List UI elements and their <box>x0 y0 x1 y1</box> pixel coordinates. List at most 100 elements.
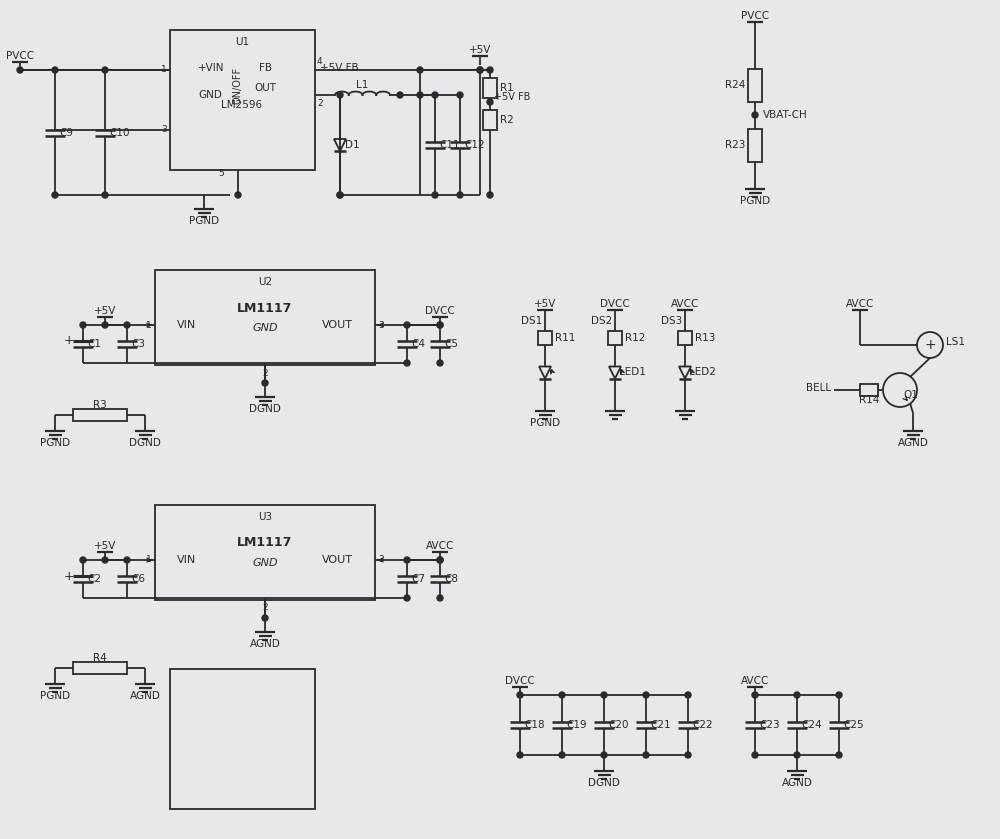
Text: C7: C7 <box>411 574 425 584</box>
Circle shape <box>643 752 649 758</box>
Circle shape <box>102 67 108 73</box>
Circle shape <box>404 595 410 601</box>
Text: C11: C11 <box>439 140 460 150</box>
Text: U1: U1 <box>235 37 250 47</box>
Circle shape <box>917 332 943 358</box>
Text: C9: C9 <box>59 128 73 138</box>
Circle shape <box>437 322 443 328</box>
Text: C24: C24 <box>801 720 822 730</box>
Text: VIN: VIN <box>177 320 197 330</box>
Text: U3: U3 <box>258 512 272 522</box>
Text: ON/OFF: ON/OFF <box>233 66 243 103</box>
Text: DS2: DS2 <box>591 316 612 326</box>
Circle shape <box>517 692 523 698</box>
Text: +5V FB: +5V FB <box>494 92 530 102</box>
Text: PVCC: PVCC <box>6 51 34 61</box>
Circle shape <box>52 192 58 198</box>
Text: C20: C20 <box>608 720 629 730</box>
Circle shape <box>432 92 438 98</box>
Circle shape <box>80 557 86 563</box>
Circle shape <box>836 752 842 758</box>
Text: AGND: AGND <box>250 639 280 649</box>
Circle shape <box>685 692 691 698</box>
Text: LED1: LED1 <box>619 367 646 377</box>
Text: 1: 1 <box>146 555 152 565</box>
Circle shape <box>404 557 410 563</box>
Text: DGND: DGND <box>129 438 161 448</box>
Bar <box>748 69 762 102</box>
Text: DVCC: DVCC <box>425 306 455 316</box>
Circle shape <box>262 380 268 386</box>
Text: C4: C4 <box>411 339 425 349</box>
Text: VOUT: VOUT <box>322 555 352 565</box>
Text: 1: 1 <box>161 65 167 75</box>
Circle shape <box>883 373 917 407</box>
Text: LM1117: LM1117 <box>237 301 293 315</box>
Circle shape <box>457 92 463 98</box>
Polygon shape <box>679 367 691 378</box>
Circle shape <box>437 557 443 563</box>
Text: DGND: DGND <box>588 778 620 788</box>
Bar <box>608 331 622 345</box>
Circle shape <box>17 67 23 73</box>
Text: AGND: AGND <box>898 438 928 448</box>
Text: GND: GND <box>252 323 278 333</box>
Text: C12: C12 <box>464 140 485 150</box>
Circle shape <box>102 192 108 198</box>
Circle shape <box>437 595 443 601</box>
Text: +5V FB: +5V FB <box>320 63 359 73</box>
Circle shape <box>836 692 842 698</box>
Circle shape <box>262 615 268 621</box>
Text: R2: R2 <box>500 115 514 125</box>
Circle shape <box>457 192 463 198</box>
Text: C22: C22 <box>692 720 713 730</box>
Circle shape <box>752 692 758 698</box>
Text: VOUT: VOUT <box>322 320 352 330</box>
Text: C1: C1 <box>87 339 101 349</box>
Text: DVCC: DVCC <box>600 299 630 309</box>
Circle shape <box>477 67 483 73</box>
Text: BELL: BELL <box>806 383 831 393</box>
Circle shape <box>685 752 691 758</box>
Text: AGND: AGND <box>130 691 160 701</box>
Bar <box>155 505 375 600</box>
Text: DS1: DS1 <box>521 316 542 326</box>
Text: PGND: PGND <box>740 196 770 206</box>
Text: AVCC: AVCC <box>741 676 769 686</box>
Text: 3: 3 <box>378 555 384 565</box>
Text: 3: 3 <box>161 126 167 134</box>
Circle shape <box>752 752 758 758</box>
Text: C18: C18 <box>524 720 545 730</box>
Text: L1: L1 <box>356 80 369 90</box>
Text: PGND: PGND <box>530 418 560 428</box>
Text: U2: U2 <box>258 277 272 287</box>
Text: R1: R1 <box>500 83 514 93</box>
Circle shape <box>337 192 343 198</box>
Text: DGND: DGND <box>249 404 281 414</box>
Circle shape <box>559 752 565 758</box>
Circle shape <box>437 360 443 366</box>
Circle shape <box>235 192 241 198</box>
Circle shape <box>601 692 607 698</box>
Circle shape <box>559 692 565 698</box>
Text: R13: R13 <box>695 333 715 343</box>
Text: AVCC: AVCC <box>671 299 699 309</box>
Text: GND: GND <box>198 90 222 100</box>
Text: +5V: +5V <box>534 299 556 309</box>
Circle shape <box>102 322 108 328</box>
Circle shape <box>643 692 649 698</box>
Text: C10: C10 <box>109 128 130 138</box>
Text: C2: C2 <box>87 574 101 584</box>
Text: 5: 5 <box>218 169 224 178</box>
Text: OUT: OUT <box>254 83 276 93</box>
Bar <box>170 30 315 170</box>
Bar <box>73 662 127 674</box>
Text: 4: 4 <box>317 58 323 66</box>
Text: AVCC: AVCC <box>846 299 874 309</box>
Text: C21: C21 <box>650 720 671 730</box>
Text: C23: C23 <box>759 720 780 730</box>
Circle shape <box>397 92 403 98</box>
Text: Q1: Q1 <box>903 390 918 400</box>
Text: +5V: +5V <box>94 306 116 316</box>
Text: +5V: +5V <box>469 45 491 55</box>
